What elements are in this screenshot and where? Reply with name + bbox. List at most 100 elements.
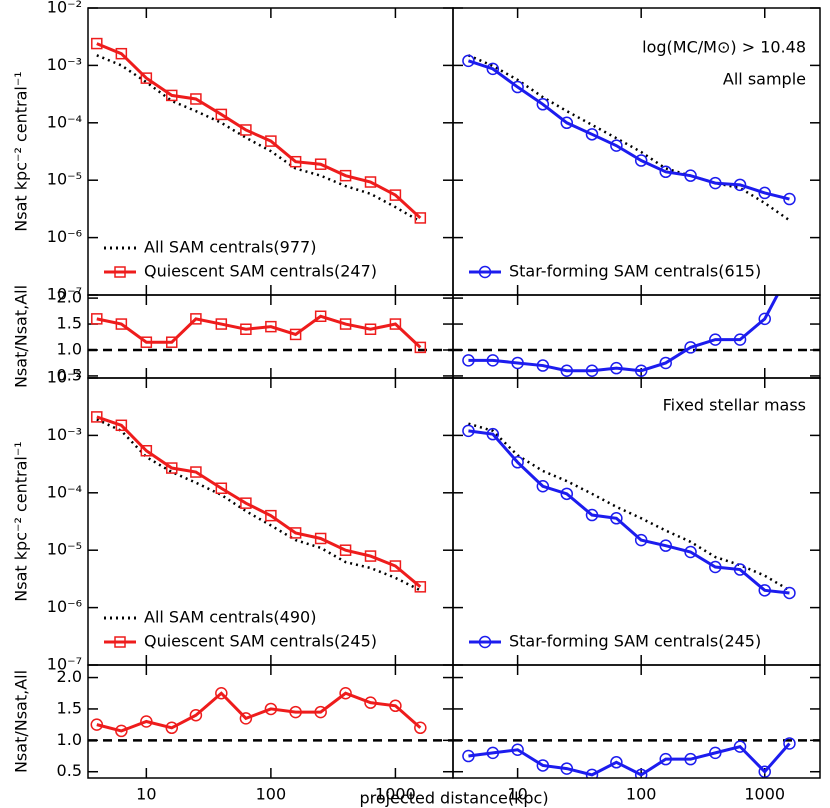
series-line	[96, 42, 422, 220]
marker	[585, 364, 599, 377]
marker	[190, 466, 202, 478]
y-tick-label: 0.5	[57, 761, 82, 780]
marker	[560, 364, 574, 377]
marker	[560, 487, 574, 501]
series-line	[96, 314, 422, 349]
annotation: All sample	[723, 70, 806, 89]
marker	[486, 354, 500, 367]
marker	[364, 550, 377, 562]
marker	[511, 743, 524, 756]
marker	[140, 72, 153, 84]
marker	[165, 721, 179, 735]
marker	[684, 752, 697, 766]
marker	[339, 318, 352, 330]
y-tick-label: 2.0	[57, 288, 82, 307]
marker	[783, 586, 796, 600]
marker	[486, 62, 500, 76]
series-line	[468, 429, 790, 595]
marker	[389, 189, 402, 201]
marker	[709, 333, 722, 346]
marker	[265, 320, 277, 333]
marker	[265, 509, 277, 522]
marker	[511, 456, 524, 469]
marker	[289, 527, 302, 539]
legend-label: Star-forming SAM centrals(245)	[509, 632, 761, 651]
annotation: Fixed stellar mass	[663, 396, 806, 415]
marker	[140, 715, 153, 728]
marker	[215, 108, 228, 121]
marker	[314, 705, 327, 719]
marker	[364, 176, 377, 188]
marker	[634, 533, 648, 547]
y-tick-label: 10⁻⁶	[47, 227, 82, 246]
y-tick-label: 1.5	[57, 698, 82, 717]
marker	[364, 696, 377, 709]
marker	[462, 354, 475, 367]
marker	[140, 445, 153, 457]
marker	[339, 169, 352, 182]
marker	[289, 328, 302, 341]
marker	[733, 563, 747, 576]
marker	[585, 508, 599, 522]
y-axis-label: Nsat/Nsat,All	[12, 285, 31, 388]
plot-area	[462, 295, 780, 377]
marker	[240, 497, 252, 509]
plot-area	[90, 687, 427, 738]
marker	[215, 482, 228, 495]
legend-marker	[114, 636, 126, 648]
y-tick-label: 10⁻⁵	[47, 540, 82, 559]
marker	[733, 178, 747, 192]
marker	[634, 154, 648, 167]
annotation: log(MC/M⊙) > 10.48	[642, 38, 806, 57]
series-line	[96, 54, 421, 223]
marker	[414, 581, 427, 593]
marker	[115, 47, 128, 60]
marker	[610, 139, 623, 152]
marker	[486, 746, 500, 760]
marker	[314, 532, 327, 545]
legend-marker	[478, 635, 492, 649]
marker	[140, 336, 153, 348]
marker	[414, 721, 427, 735]
marker	[536, 759, 550, 772]
marker	[783, 737, 796, 750]
y-tick-label: 1.0	[57, 339, 82, 358]
plot-area	[91, 411, 427, 593]
legend-marker	[114, 266, 126, 278]
x-axis-label: projected distance(kpc)	[359, 789, 548, 808]
marker	[758, 765, 771, 778]
y-tick-label: 10⁻³	[47, 55, 82, 74]
marker	[511, 356, 524, 370]
plot-area	[462, 422, 796, 600]
legend-label: All SAM centrals(490)	[144, 608, 316, 627]
y-tick-label: 10⁻⁵	[47, 170, 82, 189]
panel-frame	[452, 377, 821, 666]
marker	[536, 480, 550, 493]
x-tick-label: 1000	[744, 785, 785, 804]
marker	[314, 158, 327, 170]
marker	[389, 560, 402, 572]
marker	[166, 462, 178, 474]
marker	[585, 128, 599, 141]
y-tick-label: 10⁻²	[47, 0, 82, 17]
y-tick-label: 10⁻⁴	[47, 482, 82, 501]
marker	[166, 89, 178, 102]
marker	[189, 708, 203, 722]
marker	[289, 155, 302, 168]
marker	[215, 318, 228, 330]
y-tick-label: 10⁻⁴	[47, 112, 82, 131]
series-line	[96, 691, 422, 733]
y-tick-label: 10⁻⁷	[47, 655, 82, 674]
legend-label: Star-forming SAM centrals(615)	[509, 262, 761, 281]
marker	[709, 176, 722, 190]
x-tick-label: 1000	[375, 785, 416, 804]
marker	[709, 560, 722, 574]
marker	[166, 336, 178, 348]
y-tick-label: 10⁻⁶	[47, 597, 82, 616]
legend-marker	[478, 265, 492, 279]
panel-frame	[452, 664, 821, 779]
y-axis-label: Nsat kpc⁻² central⁻¹	[12, 441, 31, 601]
marker	[190, 93, 202, 105]
series-line	[468, 742, 791, 777]
y-axis-label: Nsat kpc⁻² central⁻¹	[12, 71, 31, 231]
